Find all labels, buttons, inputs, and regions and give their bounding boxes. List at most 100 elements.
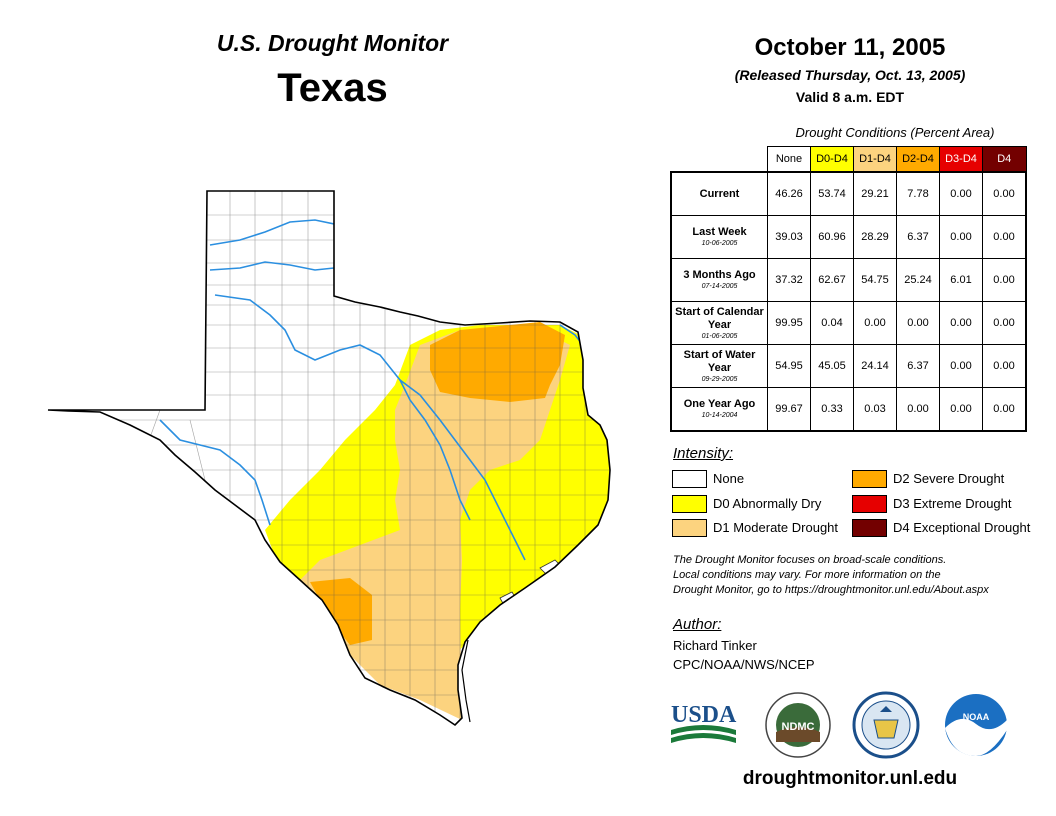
table-cell: 0.33 bbox=[810, 387, 854, 432]
legend-swatch bbox=[672, 519, 707, 537]
table-row: One Year Ago 10-14-2004 99.67 0.33 0.03 0.00 0… bbox=[670, 387, 1027, 432]
legend-item-d2: D2 Severe Drought bbox=[852, 470, 1004, 488]
table-cell: 0.00 bbox=[896, 301, 940, 345]
row-label: Current bbox=[670, 171, 768, 216]
texas-drought-map bbox=[47, 190, 611, 726]
legend-item-none: None bbox=[672, 470, 744, 488]
table-cell: 99.67 bbox=[767, 387, 811, 432]
table-cell: 46.26 bbox=[767, 171, 811, 216]
table-row: Start of Calendar Year 01-06-2005 99.95 0.0… bbox=[670, 301, 1027, 345]
legend-label: D4 Exceptional Drought bbox=[893, 520, 1031, 535]
d2-severe-drought-region-north bbox=[430, 322, 565, 402]
table-row: Last Week 10-06-2005 39.03 60.96 28.29 6.37 0.… bbox=[670, 215, 1027, 259]
release-date: (Released Thursday, Oct. 13, 2005) bbox=[734, 67, 966, 83]
website-link[interactable]: droughtmonitor.unl.edu bbox=[742, 768, 958, 789]
table-cell: 24.14 bbox=[853, 344, 897, 388]
table-cell: 7.78 bbox=[896, 171, 940, 216]
rivers bbox=[159, 219, 584, 561]
col-header-d0-d4: D0-D4 bbox=[810, 146, 854, 173]
table-cell: 0.00 bbox=[982, 301, 1027, 345]
drought-stats-table: None D0-D4 D1-D4 D2-D4 D3-D4 D4 Current 4… bbox=[670, 146, 1027, 432]
table-cell: 60.96 bbox=[810, 215, 854, 259]
note-line: Drought Monitor, go to https://droughtmo… bbox=[673, 584, 989, 596]
noaa-logo: NOAA bbox=[945, 694, 1007, 756]
legend-item-d4: D4 Exceptional Drought bbox=[852, 519, 1030, 537]
author-title: Author: bbox=[673, 616, 722, 633]
table-cell: 0.00 bbox=[939, 215, 983, 259]
legend-title: Intensity: bbox=[673, 445, 734, 462]
row-label-text: Current bbox=[699, 187, 740, 200]
row-label-text: Start of Water Year bbox=[683, 348, 756, 374]
row-date: 10-06-2005 bbox=[701, 240, 738, 247]
table-header-row: None D0-D4 D1-D4 D2-D4 D3-D4 D4 bbox=[671, 146, 1027, 173]
legend-swatch bbox=[852, 470, 887, 488]
row-date: 07-14-2005 bbox=[701, 283, 738, 290]
disclaimer-note: The Drought Monitor focuses on broad-sca… bbox=[673, 553, 1043, 598]
table-cell: 54.95 bbox=[767, 344, 811, 388]
row-label: Start of Water Year 09-29-2005 bbox=[670, 344, 768, 388]
row-label: One Year Ago 10-14-2004 bbox=[670, 387, 768, 432]
row-date: 10-14-2004 bbox=[701, 412, 738, 419]
table-cell: 0.00 bbox=[939, 171, 983, 216]
row-label-text: One Year Ago bbox=[683, 398, 756, 410]
table-cell: 45.05 bbox=[810, 344, 854, 388]
table-cell: 99.95 bbox=[767, 301, 811, 345]
map-subtitle: U.S. Drought Monitor bbox=[216, 30, 449, 56]
note-line: Local conditions may vary. For more info… bbox=[673, 569, 941, 581]
table-cell: 37.32 bbox=[767, 258, 811, 302]
legend-label: D3 Extreme Drought bbox=[893, 496, 1012, 511]
table-cell: 0.00 bbox=[939, 387, 983, 432]
note-line: The Drought Monitor focuses on broad-sca… bbox=[673, 554, 947, 566]
legend-swatch bbox=[672, 470, 707, 488]
legend-label: None bbox=[713, 471, 745, 486]
table-corner bbox=[671, 147, 768, 173]
row-label-text: Last Week bbox=[692, 226, 747, 238]
row-label-text: 3 Months Ago bbox=[683, 269, 756, 281]
usda-logo: USDA bbox=[671, 702, 737, 743]
legend-item-d0: D0 Abnormally Dry bbox=[672, 495, 821, 513]
author-name: Richard Tinker bbox=[673, 638, 757, 653]
legend-label: D0 Abnormally Dry bbox=[713, 496, 822, 511]
table-cell: 62.67 bbox=[810, 258, 854, 302]
table-cell: 0.04 bbox=[810, 301, 854, 345]
legend-label: D2 Severe Drought bbox=[893, 471, 1005, 486]
d2-severe-drought-region-south bbox=[310, 578, 372, 645]
table-row: Current 46.26 53.74 29.21 7.78 0.00 0.00 bbox=[670, 171, 1027, 216]
table-cell: 54.75 bbox=[853, 258, 897, 302]
table-cell: 0.03 bbox=[853, 387, 897, 432]
ndmc-logo: NDMC bbox=[765, 692, 831, 758]
table-caption: Drought Conditions (Percent Area) bbox=[795, 125, 995, 140]
table-row: Start of Water Year 09-29-2005 54.95 45.05 2… bbox=[670, 344, 1027, 388]
table-cell: 0.00 bbox=[896, 387, 940, 432]
row-label: Start of Calendar Year 01-06-2005 bbox=[670, 301, 768, 345]
table-cell: 6.01 bbox=[939, 258, 983, 302]
legend-item-d3: D3 Extreme Drought bbox=[852, 495, 1012, 513]
ndmc-logo-text: NDMC bbox=[782, 721, 815, 733]
legend-swatch bbox=[672, 495, 707, 513]
table-cell: 0.00 bbox=[982, 387, 1027, 432]
valid-time: Valid 8 a.m. EDT bbox=[795, 89, 905, 105]
col-header-d1-d4: D1-D4 bbox=[853, 146, 897, 173]
table-cell: 0.00 bbox=[982, 171, 1027, 216]
table-row: 3 Months Ago 07-14-2005 37.32 62.67 54.75 25.… bbox=[670, 258, 1027, 302]
row-label: 3 Months Ago 07-14-2005 bbox=[670, 258, 768, 302]
table-cell: 0.00 bbox=[982, 215, 1027, 259]
table-cell: 0.00 bbox=[939, 344, 983, 388]
legend-item-d1: D1 Moderate Drought bbox=[672, 519, 838, 537]
usda-logo-text: USDA bbox=[671, 702, 737, 728]
table-cell: 0.00 bbox=[982, 258, 1027, 302]
row-label-text: Start of Calendar Year bbox=[675, 305, 764, 331]
row-date: 09-29-2005 bbox=[701, 375, 738, 383]
col-header-d2-d4: D2-D4 bbox=[896, 146, 940, 173]
table-cell: 53.74 bbox=[810, 171, 854, 216]
state-title: Texas bbox=[277, 66, 388, 110]
table-cell: 25.24 bbox=[896, 258, 940, 302]
doc-seal-logo bbox=[852, 691, 920, 759]
table-cell: 29.21 bbox=[853, 171, 897, 216]
legend-swatch bbox=[852, 519, 887, 537]
table-cell: 0.00 bbox=[982, 344, 1027, 388]
legend-swatch bbox=[852, 495, 887, 513]
table-cell: 39.03 bbox=[767, 215, 811, 259]
barrier-island bbox=[461, 639, 471, 723]
table-cell: 0.00 bbox=[939, 301, 983, 345]
